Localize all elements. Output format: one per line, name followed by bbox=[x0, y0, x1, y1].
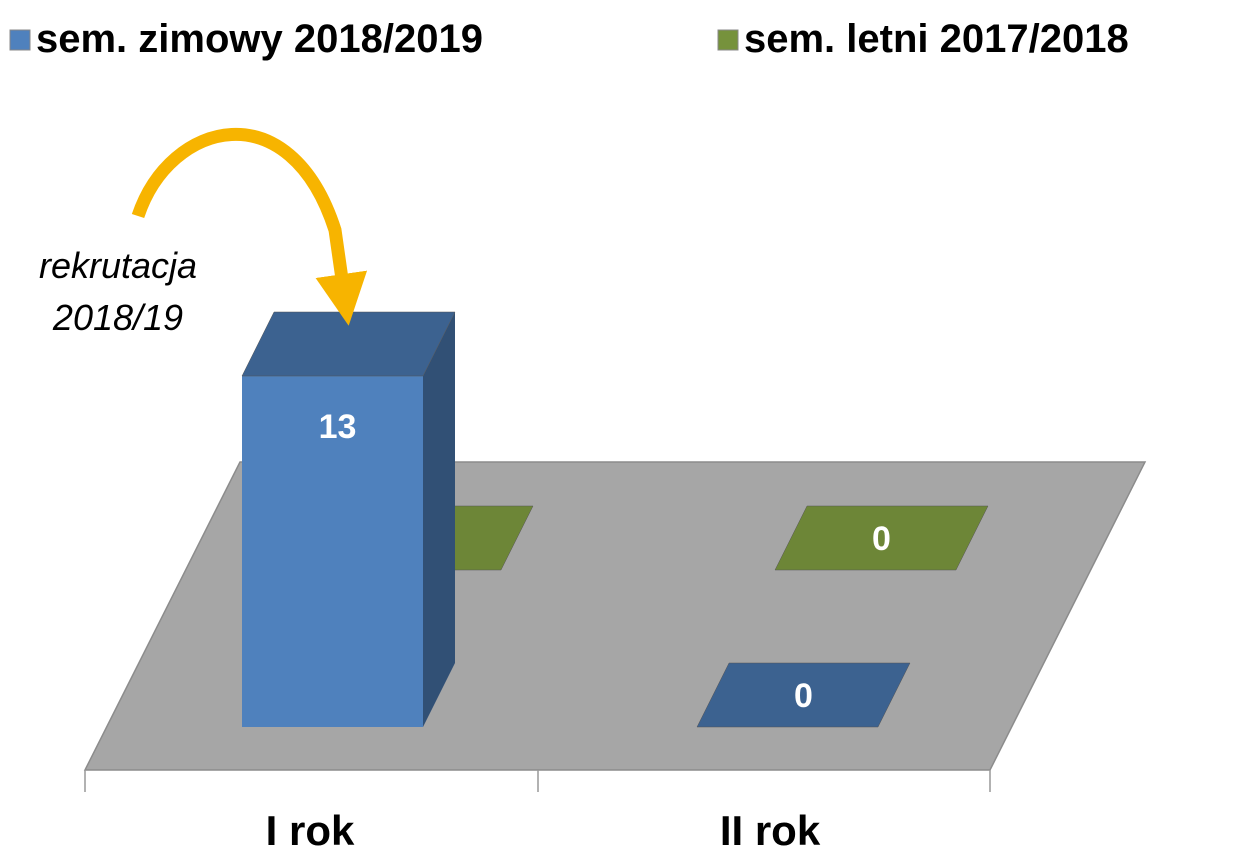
bar-front bbox=[242, 376, 423, 727]
legend-swatch bbox=[9, 29, 31, 51]
data-label: 0 bbox=[872, 520, 891, 558]
bar-top bbox=[696, 662, 911, 728]
annotation-arrow bbox=[131, 128, 368, 326]
bar bbox=[241, 311, 456, 727]
annotation: rekrutacja bbox=[39, 245, 197, 286]
bar bbox=[774, 505, 989, 571]
axis-ticks bbox=[84, 770, 991, 792]
bar-top bbox=[774, 505, 989, 571]
legend-label: sem. letni 2017/2018 bbox=[744, 17, 1129, 61]
bar-top bbox=[241, 311, 456, 377]
bar-side bbox=[423, 312, 455, 727]
bar bbox=[696, 662, 911, 728]
annotation: 2018/19 bbox=[52, 297, 183, 338]
data-label: 13 bbox=[319, 408, 357, 446]
legend-swatch bbox=[717, 29, 739, 51]
x-tick-label: I rok bbox=[266, 807, 355, 854]
x-tick-label: II rok bbox=[720, 807, 821, 854]
data-label: 0 bbox=[794, 677, 813, 715]
marks: 00130 bbox=[241, 311, 989, 728]
legend-label: sem. zimowy 2018/2019 bbox=[36, 17, 483, 61]
